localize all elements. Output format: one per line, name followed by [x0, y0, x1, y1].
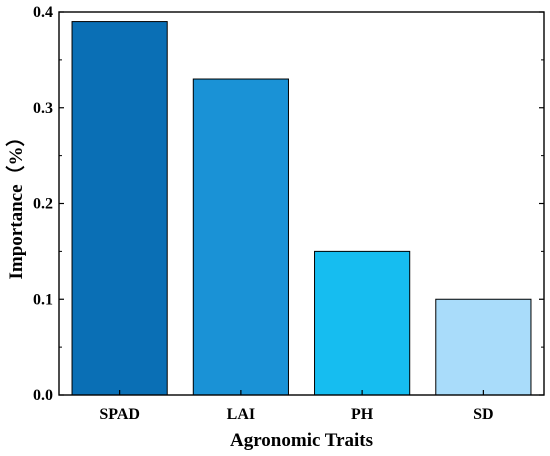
y-tick-label: 0.2: [33, 196, 53, 213]
x-tick-label: SPAD: [99, 406, 140, 423]
y-tick-label: 0.4: [33, 4, 53, 21]
y-tick-label: 0.3: [33, 100, 53, 117]
x-tick-label: LAI: [227, 406, 255, 423]
x-tick-label: PH: [351, 406, 374, 423]
bars-group: [71, 21, 532, 396]
bar-lai: [192, 78, 289, 396]
bar-sd: [435, 298, 532, 396]
bar-spad: [71, 21, 168, 396]
bar-ph: [314, 250, 411, 396]
y-tick-label: 0.1: [33, 291, 53, 308]
x-axis-title: Agronomic Traits: [230, 430, 373, 451]
x-tick-label: SD: [473, 406, 493, 423]
plot-frame: [58, 11, 545, 396]
y-tick-label: 0.0: [33, 387, 53, 404]
y-axis-title: Importance（%）: [4, 128, 27, 280]
x-axis: SPAD LAI PH SD: [99, 390, 494, 423]
